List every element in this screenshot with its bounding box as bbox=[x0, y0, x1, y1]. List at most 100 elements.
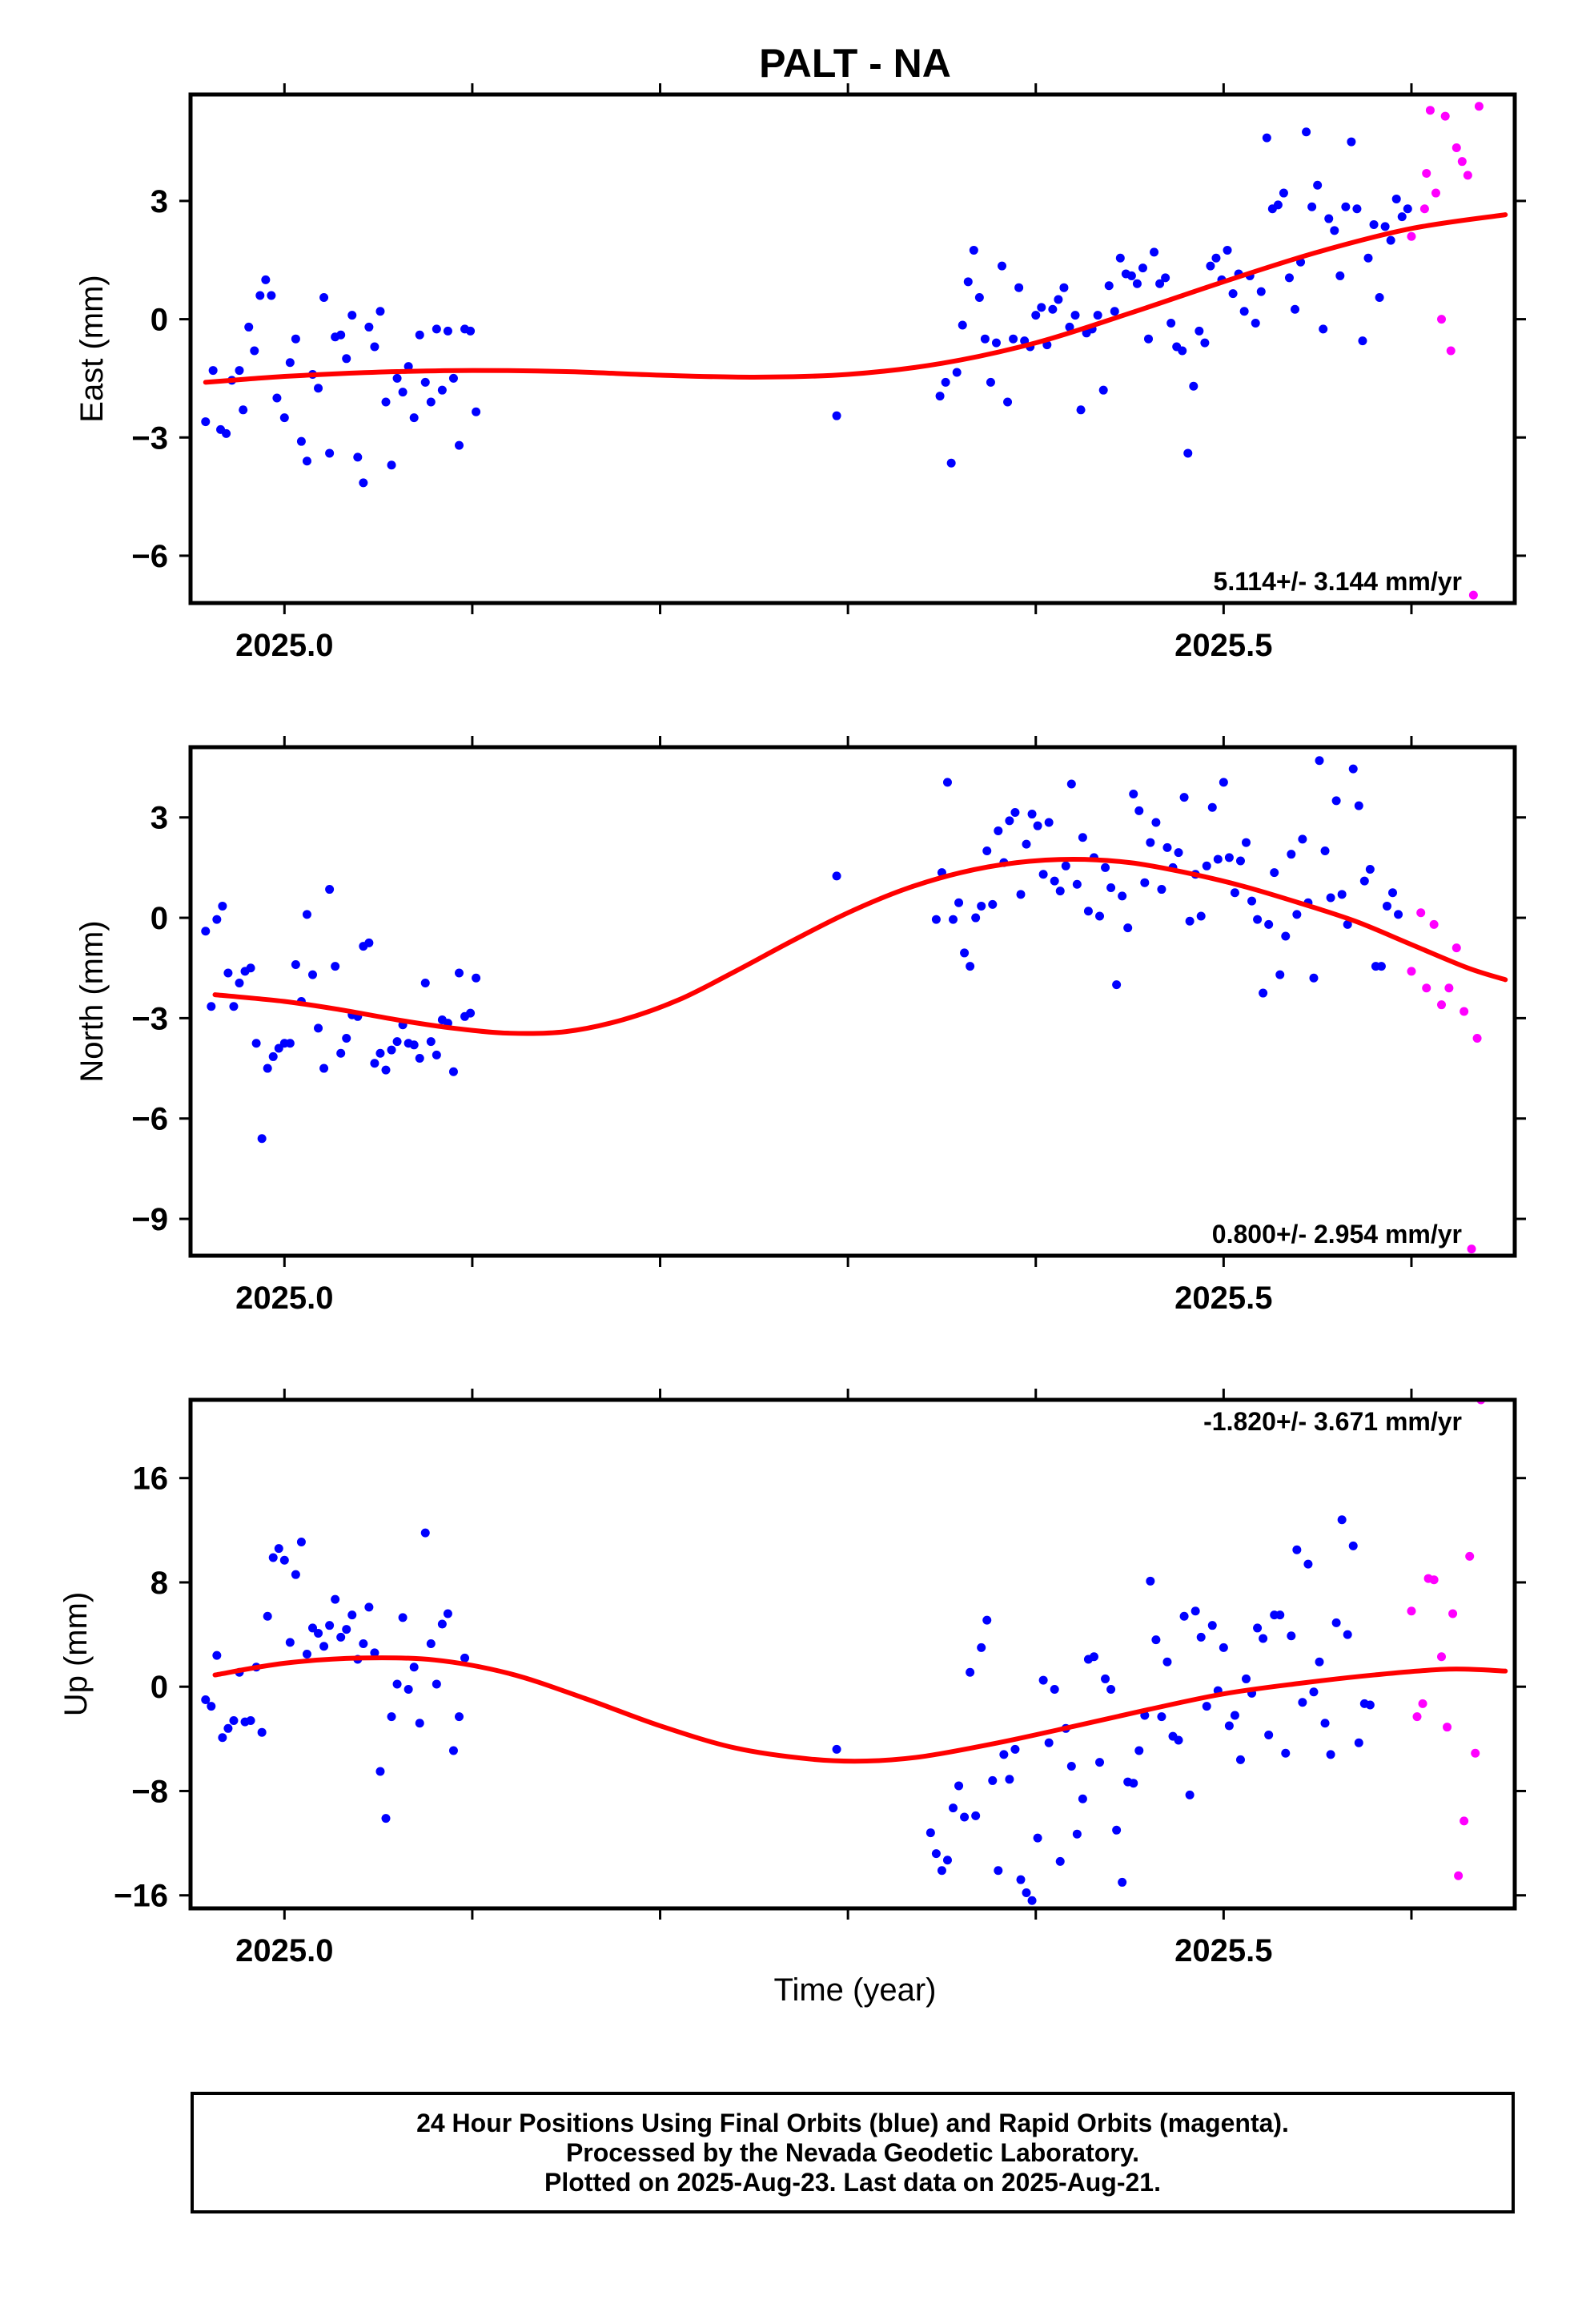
north-final-point bbox=[982, 846, 992, 856]
east-final-point bbox=[1031, 311, 1041, 320]
east-rapid-point bbox=[1440, 111, 1450, 121]
east-final-point bbox=[302, 456, 311, 466]
north-y-tick-label: −3 bbox=[131, 1001, 168, 1036]
north-x-tick-label: 2025.5 bbox=[1174, 1281, 1272, 1316]
up-y-tick-label: 0 bbox=[151, 1670, 168, 1705]
up-final-point bbox=[1365, 1700, 1375, 1710]
up-final-point bbox=[1320, 1719, 1330, 1728]
north-final-point bbox=[1050, 876, 1059, 886]
north-final-point bbox=[314, 1023, 323, 1033]
up-final-point bbox=[982, 1615, 992, 1625]
north-final-point bbox=[1207, 802, 1217, 812]
up-final-point bbox=[1129, 1779, 1138, 1788]
north-final-point bbox=[1140, 878, 1150, 887]
up-final-point bbox=[1303, 1559, 1313, 1569]
north-final-point bbox=[1331, 796, 1341, 806]
north-final-point bbox=[263, 1063, 272, 1073]
up-final-point bbox=[1134, 1746, 1144, 1755]
east-final-point bbox=[1166, 319, 1176, 328]
up-final-point bbox=[1309, 1687, 1319, 1697]
north-final-point bbox=[1230, 888, 1239, 898]
up-final-point bbox=[1016, 1875, 1026, 1884]
up-final-point bbox=[1343, 1630, 1352, 1639]
east-final-point bbox=[353, 452, 363, 462]
north-final-point bbox=[223, 968, 233, 978]
up-final-point bbox=[392, 1679, 402, 1689]
up-final-point bbox=[1185, 1790, 1195, 1799]
east-final-point bbox=[980, 334, 990, 344]
up-final-point bbox=[1207, 1621, 1217, 1630]
north-final-point bbox=[1022, 839, 1031, 849]
north-final-point bbox=[257, 1134, 267, 1144]
north-final-point bbox=[1101, 862, 1110, 872]
up-final-point bbox=[966, 1667, 975, 1677]
north-panel: 2025.0 2025.5 −9 −6 −3 0 3 North (mm) 0.800+/- 2… bbox=[74, 736, 1526, 1316]
up-final-point bbox=[274, 1544, 283, 1554]
east-final-point bbox=[1144, 334, 1154, 344]
east-x-tick-label: 2025.0 bbox=[235, 628, 333, 663]
east-y-tick-label: 0 bbox=[151, 303, 168, 338]
east-final-point bbox=[1391, 194, 1401, 203]
east-rapid-point bbox=[1457, 157, 1467, 167]
east-final-point bbox=[1291, 304, 1300, 314]
up-final-point bbox=[926, 1828, 935, 1838]
north-final-point bbox=[370, 1059, 379, 1068]
north-final-point bbox=[432, 1050, 441, 1059]
north-final-point bbox=[291, 960, 300, 970]
north-rapid-point bbox=[1472, 1033, 1482, 1043]
east-final-point bbox=[1093, 311, 1102, 320]
up-final-point bbox=[404, 1684, 413, 1694]
up-final-point bbox=[302, 1650, 311, 1659]
north-final-point bbox=[466, 1008, 476, 1018]
up-panel: 2025.0 2025.5 −16 −8 0 8 16 Up (mm) -1.820+/- 3.… bbox=[58, 1389, 1526, 1968]
north-final-point bbox=[1118, 891, 1127, 901]
east-final-point bbox=[1284, 273, 1294, 283]
north-final-point bbox=[331, 962, 340, 971]
north-final-point bbox=[1016, 890, 1026, 899]
east-final-point bbox=[974, 293, 984, 303]
north-data-layer bbox=[201, 756, 1508, 1254]
east-final-point bbox=[1358, 336, 1367, 346]
north-final-point bbox=[1320, 846, 1330, 856]
up-final-point bbox=[409, 1663, 419, 1672]
east-final-point bbox=[472, 407, 481, 416]
north-final-point bbox=[1134, 806, 1144, 815]
east-final-point bbox=[1189, 381, 1199, 391]
up-final-point bbox=[1112, 1825, 1122, 1835]
east-final-point bbox=[1262, 133, 1271, 143]
north-final-point bbox=[325, 885, 335, 895]
north-final-point bbox=[988, 899, 998, 909]
east-data-layer bbox=[201, 102, 1508, 600]
up-y-tick-label: −8 bbox=[131, 1774, 168, 1809]
north-rapid-point bbox=[1467, 1244, 1476, 1254]
up-rapid-point bbox=[1465, 1551, 1475, 1561]
east-final-point bbox=[201, 417, 211, 427]
east-final-point bbox=[454, 440, 464, 450]
up-final-point bbox=[1038, 1675, 1048, 1685]
up-final-point bbox=[931, 1849, 941, 1859]
up-final-point bbox=[1050, 1684, 1059, 1694]
east-rapid-point bbox=[1437, 315, 1447, 324]
north-final-point bbox=[212, 915, 222, 924]
up-final-point bbox=[201, 1695, 211, 1704]
caption-line-1: 24 Hour Positions Using Final Orbits (bl… bbox=[416, 2109, 1289, 2137]
north-final-point bbox=[1382, 901, 1391, 911]
east-final-point bbox=[1307, 202, 1317, 211]
north-final-point bbox=[448, 1067, 458, 1076]
up-final-point bbox=[381, 1814, 391, 1823]
north-final-point bbox=[1038, 870, 1048, 879]
up-final-point bbox=[1095, 1758, 1105, 1767]
east-final-point bbox=[272, 393, 282, 403]
east-final-point bbox=[832, 411, 841, 420]
north-final-point bbox=[1185, 916, 1195, 926]
up-final-point bbox=[1010, 1744, 1020, 1754]
up-final-point bbox=[1078, 1794, 1087, 1803]
up-final-point bbox=[1118, 1877, 1127, 1887]
north-final-point bbox=[229, 1002, 239, 1011]
up-fit-curve bbox=[212, 1655, 1508, 1764]
east-final-point bbox=[404, 362, 413, 372]
north-final-point bbox=[832, 871, 841, 881]
north-final-point bbox=[994, 826, 1003, 835]
north-x-tick-label: 2025.0 bbox=[235, 1281, 333, 1316]
north-y-axis-label: North (mm) bbox=[74, 920, 110, 1082]
